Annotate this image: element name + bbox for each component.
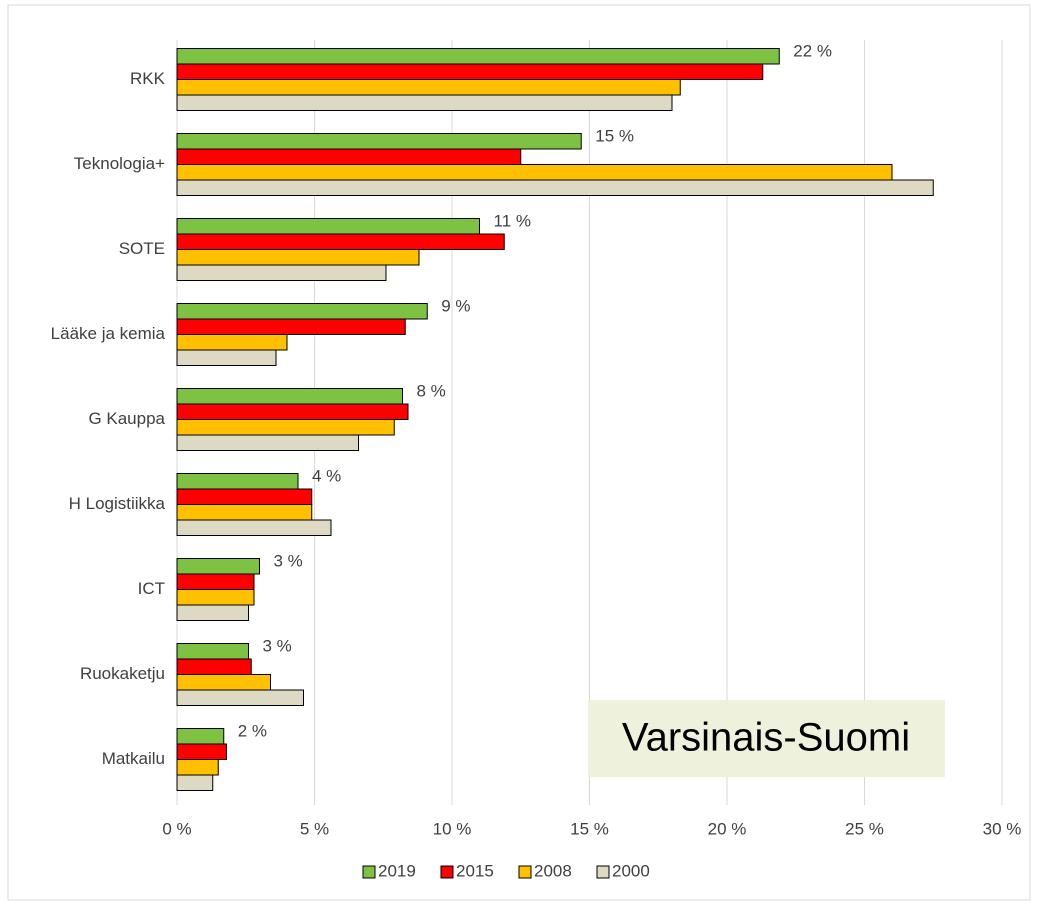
y-tick-label: Matkailu [102,749,165,768]
y-tick-label: H Logistiikka [69,494,166,513]
bar [176,63,764,80]
legend-swatch [440,865,454,879]
annotation: Varsinais-Suomi [622,716,910,760]
bar [176,434,359,451]
bar [176,419,395,436]
data-label: 2 % [238,722,267,741]
bar [176,249,420,266]
bar [176,643,249,660]
x-tick-label: 5 % [300,819,329,838]
legend-swatch [596,865,610,879]
x-tick-label: 20 % [708,819,747,838]
data-label: 3 % [274,552,303,571]
annotation-box [588,700,945,777]
y-tick-label: Lääke ja kemia [51,324,166,343]
bar [176,233,505,250]
data-label: 8 % [417,382,446,401]
bar-layer: RKK 22 % Teknologia+ 15 % SOTE 11 % Lääke ja k… [51,42,934,791]
x-tick-label: 25 % [845,819,884,838]
bar [176,148,522,165]
bar [176,48,780,65]
legend-label: 2015 [456,861,494,880]
bar [176,488,313,505]
bar [176,774,214,791]
data-label: 9 % [441,297,470,316]
x-tick-label: 0 % [162,819,191,838]
x-tick-label: 30 % [983,819,1022,838]
data-label: 4 % [312,467,341,486]
y-tick-label: SOTE [119,239,165,258]
bar [176,218,480,235]
bar [176,94,673,111]
legend-label: 2000 [612,861,650,880]
bar [176,403,409,420]
bar [176,658,252,675]
bar [176,674,271,691]
bar [176,349,277,366]
y-tick-label: Ruokaketju [80,664,165,683]
bar [176,164,893,181]
data-label: 15 % [595,127,634,146]
bar [176,334,288,351]
x-tick-label: 15 % [570,819,609,838]
y-tick-label: RKK [130,69,166,88]
bar [176,573,255,590]
data-label: 3 % [263,637,292,656]
bar [176,179,934,196]
bar [176,388,403,405]
bar [176,689,304,706]
data-label: 11 % [494,212,532,231]
bar [176,79,681,96]
bar [176,473,299,490]
bar [176,303,428,320]
bar [176,133,582,150]
bar [176,264,387,281]
legend-swatch [362,865,376,879]
bar [176,759,219,776]
bar [176,743,227,760]
y-tick-label: Teknologia+ [74,154,165,173]
legend-label: 2019 [378,861,416,880]
legend-swatch [518,865,532,879]
y-tick-label: G Kauppa [88,409,165,428]
bar [176,604,249,621]
bar [176,558,260,575]
legend-label: 2008 [534,861,572,880]
data-label: 22 % [793,42,832,61]
bar [176,728,225,745]
bar [176,519,332,536]
bar [176,504,313,521]
bar [176,318,406,335]
bar [176,589,255,606]
x-tick-label: 10 % [433,819,472,838]
y-tick-label: ICT [138,579,165,598]
